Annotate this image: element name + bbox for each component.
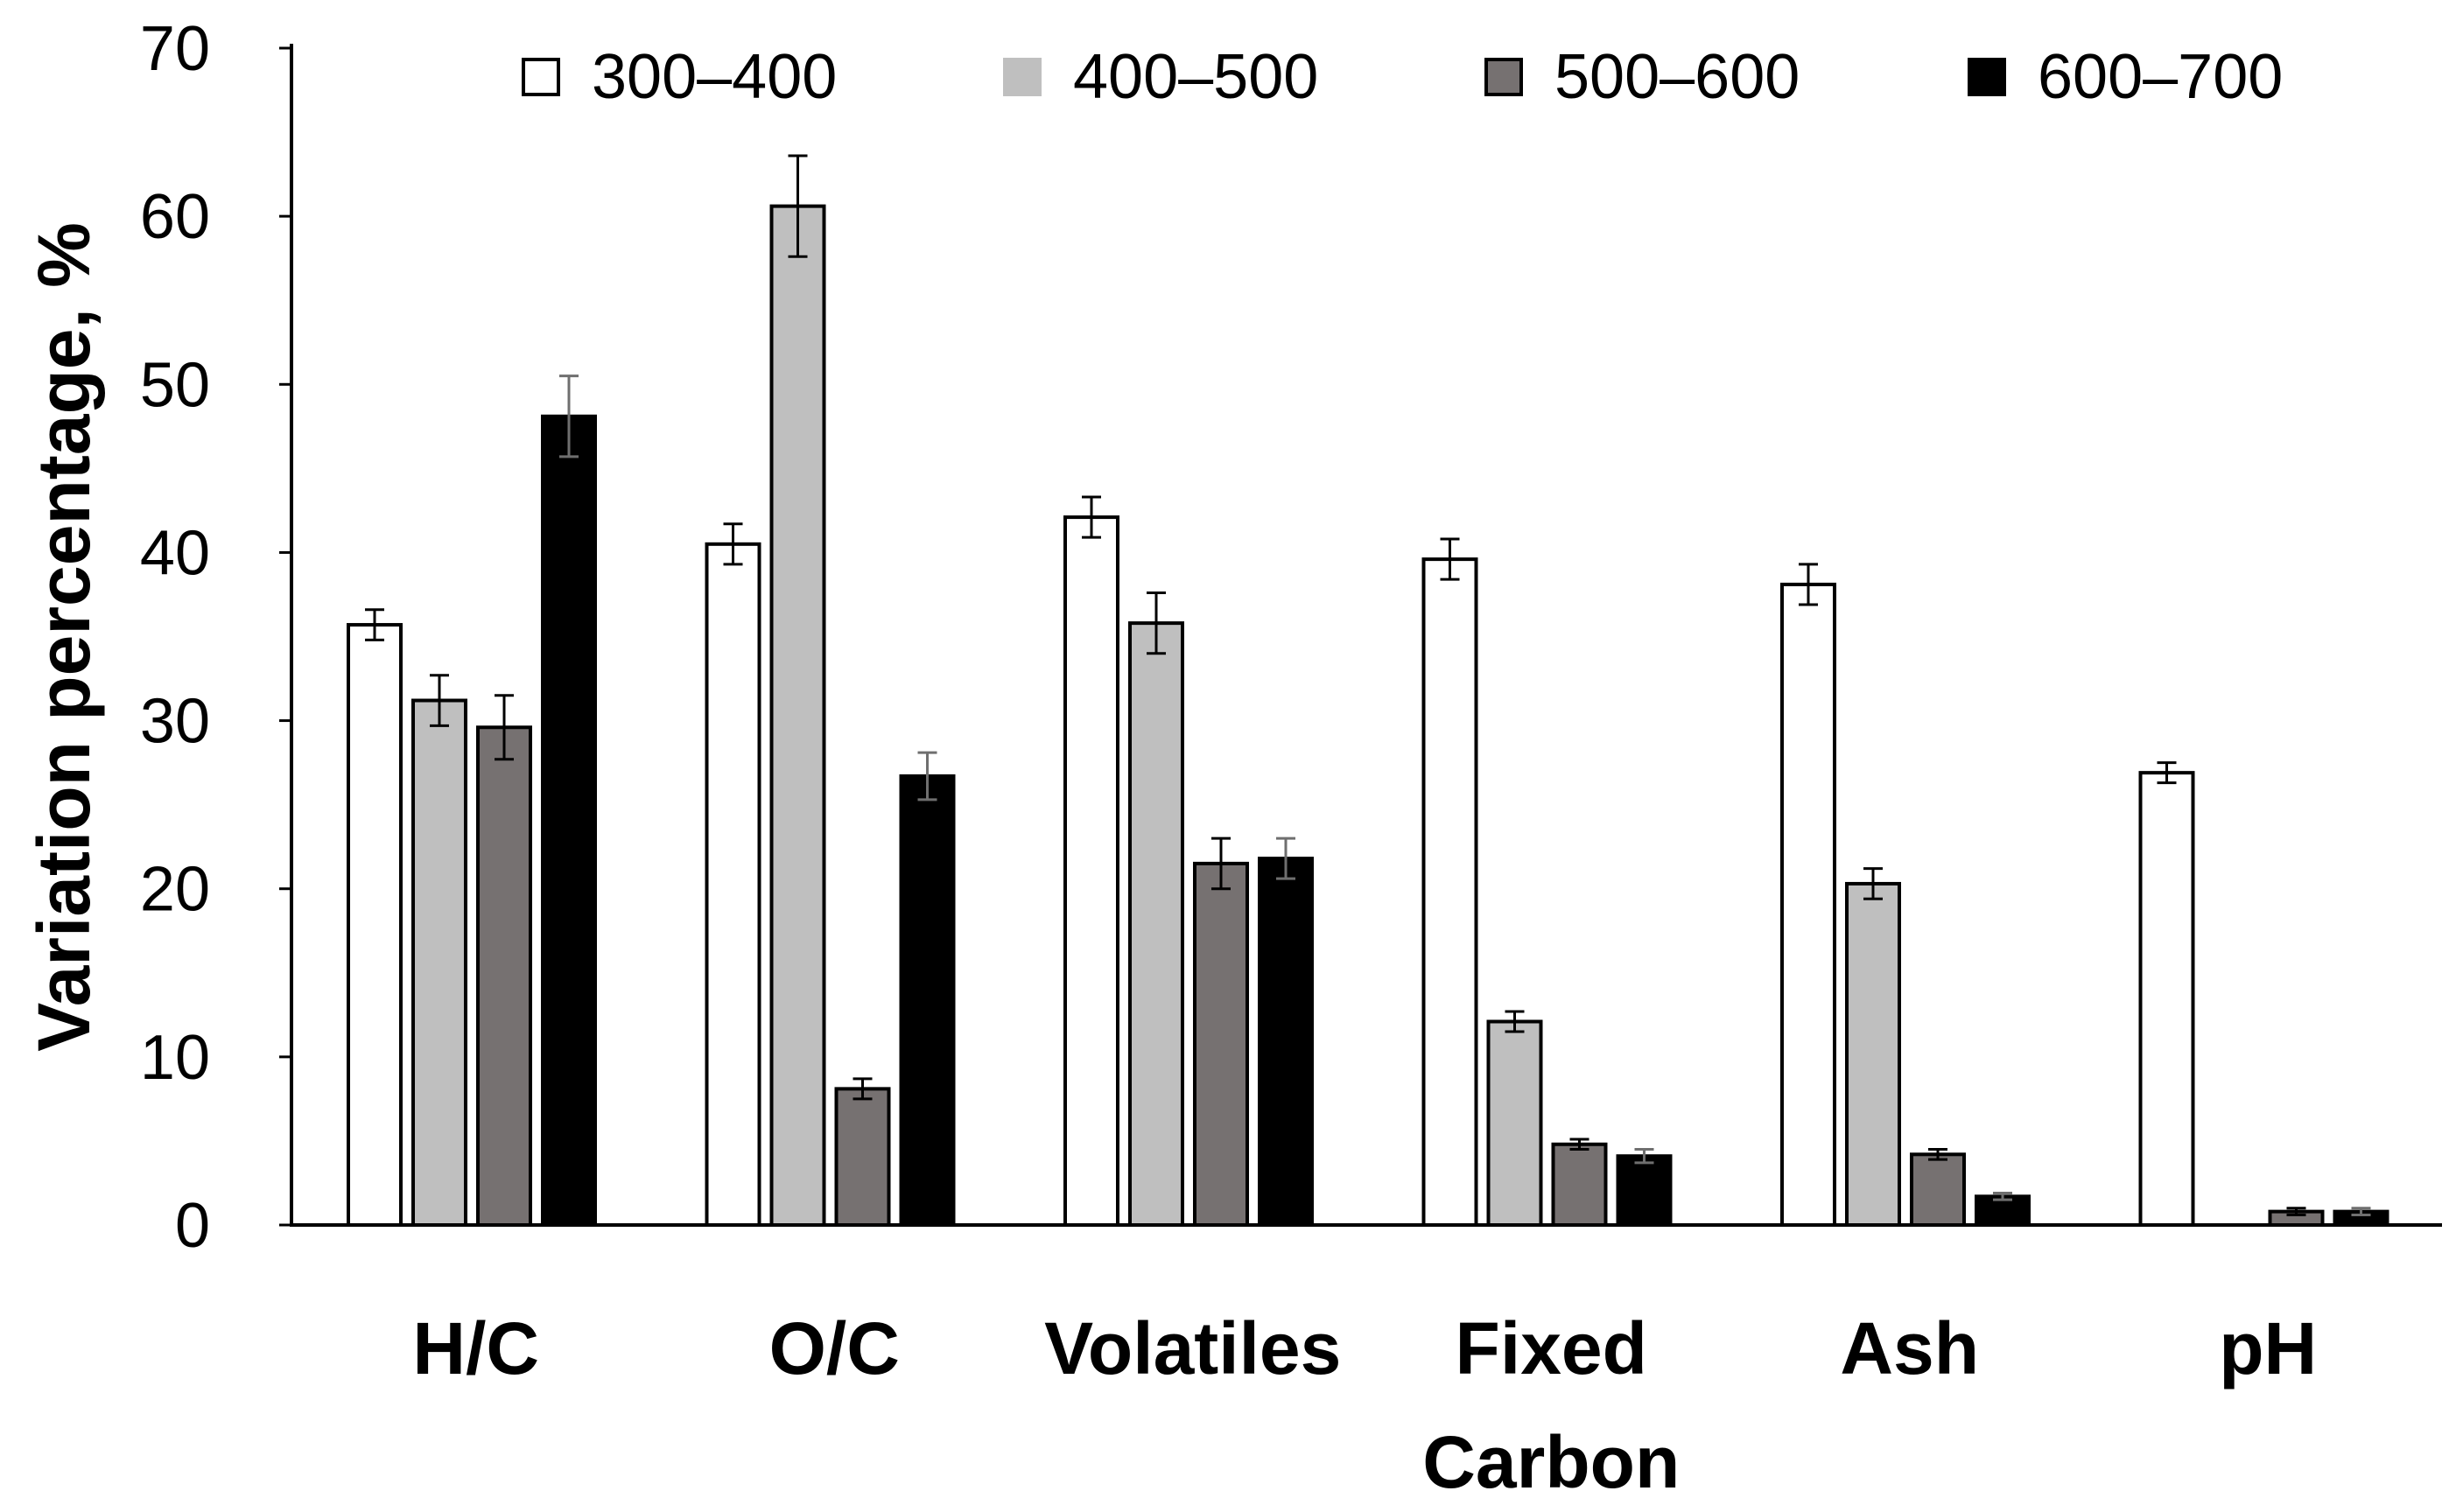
x-category-label: Volatiles bbox=[1044, 1307, 1341, 1390]
error-bar bbox=[559, 374, 579, 458]
legend: 300–400 400–500 500–600 600–700 bbox=[522, 42, 2283, 112]
bar-600–700-Volatiles bbox=[1258, 857, 1314, 1228]
legend-swatch bbox=[1003, 58, 1042, 96]
bar-300–400-pH bbox=[2138, 771, 2195, 1227]
y-tick-label: 40 bbox=[140, 518, 210, 588]
error-bar bbox=[2157, 761, 2177, 785]
bar-600–700-Fixed Carbon bbox=[1616, 1154, 1673, 1228]
error-bar bbox=[495, 694, 514, 761]
error-bar bbox=[1863, 867, 1883, 900]
y-tick-label: 70 bbox=[140, 14, 210, 84]
y-tick-label: 30 bbox=[140, 687, 210, 757]
error-bar bbox=[1440, 537, 1460, 581]
x-category-labels: H/C O/C Volatiles Fixed Carbon Ash pH bbox=[412, 1307, 2317, 1503]
bar-500–600-Fixed Carbon bbox=[1551, 1142, 1608, 1228]
x-category-label: pH bbox=[2219, 1307, 2317, 1390]
bars bbox=[347, 154, 2389, 1228]
x-category-label: Ash bbox=[1840, 1307, 1979, 1390]
y-ticks: 0 10 20 30 40 50 60 70 bbox=[140, 14, 291, 1261]
error-bar bbox=[1211, 836, 1231, 891]
error-bar bbox=[917, 751, 937, 802]
bar-500–600-H/C bbox=[476, 725, 532, 1227]
error-bar bbox=[365, 608, 384, 641]
error-bar bbox=[430, 674, 449, 727]
y-tick-label: 60 bbox=[140, 182, 210, 252]
error-bar bbox=[1082, 495, 1101, 539]
x-category-label: O/C bbox=[769, 1307, 900, 1390]
bar-400–500-Volatiles bbox=[1128, 621, 1184, 1227]
bar-300–400-Fixed Carbon bbox=[1421, 557, 1478, 1227]
error-bar bbox=[2351, 1207, 2371, 1216]
legend-swatch bbox=[522, 58, 560, 96]
bar-600–700-O/C bbox=[899, 774, 956, 1227]
error-bar bbox=[1799, 563, 1818, 606]
legend-swatch bbox=[1968, 58, 2006, 96]
error-bar bbox=[853, 1077, 873, 1101]
bar-300–400-H/C bbox=[347, 623, 403, 1227]
x-category-label: Carbon bbox=[1422, 1421, 1680, 1503]
legend-label: 400–500 bbox=[1073, 42, 1318, 112]
legend-entry: 600–700 bbox=[1968, 42, 2283, 112]
y-tick-label: 10 bbox=[140, 1023, 210, 1093]
bar-300–400-Ash bbox=[1780, 582, 1836, 1227]
legend-entry: 300–400 bbox=[522, 42, 837, 112]
axes bbox=[290, 44, 2442, 1227]
y-axis-label-group: Variation percentage, % bbox=[23, 222, 105, 1052]
bar-400–500-O/C bbox=[769, 204, 826, 1228]
error-bar bbox=[1928, 1148, 1947, 1161]
error-bar bbox=[788, 154, 808, 258]
legend-entry: 400–500 bbox=[1003, 42, 1318, 112]
y-tick-label: 20 bbox=[140, 855, 210, 925]
x-category-label: Fixed bbox=[1456, 1307, 1647, 1390]
legend-entry: 500–600 bbox=[1484, 42, 1800, 112]
error-bar bbox=[1993, 1191, 2012, 1201]
bar-500–600-O/C bbox=[834, 1087, 891, 1227]
bar-600–700-H/C bbox=[541, 414, 597, 1227]
bar-400–500-Fixed Carbon bbox=[1486, 1019, 1543, 1228]
bar-400–500-Ash bbox=[1845, 881, 1901, 1227]
error-bar bbox=[1569, 1138, 1589, 1152]
bar-500–600-Volatiles bbox=[1193, 861, 1249, 1228]
y-tick-label: 0 bbox=[175, 1191, 210, 1261]
legend-label: 600–700 bbox=[2038, 42, 2283, 112]
x-category-label: H/C bbox=[412, 1307, 539, 1390]
bar-300–400-Volatiles bbox=[1063, 515, 1119, 1227]
error-bar bbox=[1505, 1010, 1525, 1033]
error-bar bbox=[1634, 1148, 1654, 1165]
error-bar bbox=[723, 522, 743, 566]
bar-300–400-O/C bbox=[705, 542, 761, 1227]
error-bar bbox=[2286, 1207, 2306, 1216]
y-axis-label: Variation percentage, % bbox=[23, 222, 105, 1052]
error-bar bbox=[1147, 592, 1166, 655]
legend-label: 300–400 bbox=[592, 42, 837, 112]
legend-swatch bbox=[1484, 58, 1523, 96]
y-tick-label: 50 bbox=[140, 350, 210, 420]
error-bar bbox=[1276, 836, 1295, 880]
legend-label: 500–600 bbox=[1554, 42, 1800, 112]
bar-400–500-H/C bbox=[411, 698, 467, 1227]
bar-500–600-Ash bbox=[1910, 1152, 1966, 1228]
